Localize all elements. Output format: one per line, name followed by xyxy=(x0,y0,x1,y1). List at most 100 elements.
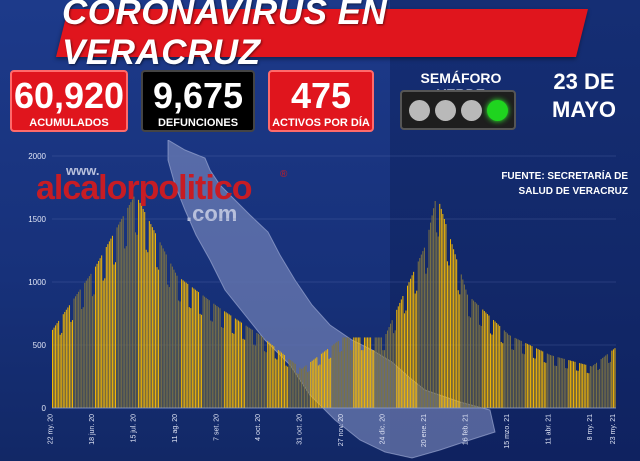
bar xyxy=(130,202,132,408)
veracruz-map-silhouette xyxy=(167,140,496,459)
bar xyxy=(257,333,259,408)
bar xyxy=(273,346,275,408)
active-cases-bar-chart: 0 500 1000 1500 2000 22 my. 20 18 jun. 20 15 ju… xyxy=(28,152,617,449)
bar xyxy=(308,371,310,408)
x-tick-label: 18 jun. 20 xyxy=(89,414,96,445)
bar xyxy=(354,337,356,408)
bar xyxy=(165,254,167,408)
bar xyxy=(611,350,613,408)
bar xyxy=(230,315,232,408)
bar xyxy=(81,309,83,408)
bar xyxy=(609,361,611,408)
bar xyxy=(320,353,322,408)
bar xyxy=(391,320,393,408)
bar xyxy=(479,324,481,408)
bar xyxy=(299,367,301,408)
bar xyxy=(93,294,95,408)
bar xyxy=(52,329,53,408)
bar xyxy=(247,326,249,408)
bar xyxy=(297,373,299,408)
bar xyxy=(98,261,100,408)
bar xyxy=(274,358,276,408)
y-tick-label: 0 xyxy=(42,404,47,413)
bar xyxy=(363,337,365,408)
bar xyxy=(443,219,445,408)
x-tick-label: 31 oct. 20 xyxy=(297,414,304,445)
stat-defunciones-label: DEFUNCIONES xyxy=(157,117,239,129)
bar xyxy=(197,292,199,408)
bar xyxy=(480,326,482,408)
bar xyxy=(208,300,210,408)
bar xyxy=(141,205,143,408)
bar xyxy=(178,300,180,408)
bar xyxy=(565,368,567,408)
bar xyxy=(396,309,398,408)
bar xyxy=(65,309,67,408)
bar xyxy=(594,363,596,408)
bar xyxy=(431,215,433,408)
bar xyxy=(586,372,588,408)
bar xyxy=(407,285,408,408)
bar xyxy=(446,261,448,408)
bar xyxy=(202,295,204,408)
bar xyxy=(164,251,166,408)
bar xyxy=(285,365,287,408)
bar xyxy=(588,373,590,408)
bar xyxy=(56,323,58,408)
bar xyxy=(485,312,487,408)
bar xyxy=(562,358,564,408)
bar xyxy=(511,349,513,408)
bar xyxy=(470,317,472,408)
bar xyxy=(473,300,475,408)
bar xyxy=(414,293,416,408)
bar xyxy=(294,363,296,408)
x-tick-label: 16 feb. 21 xyxy=(462,414,469,445)
bar xyxy=(589,366,591,408)
bar xyxy=(250,328,252,408)
bar xyxy=(574,361,576,408)
bar xyxy=(61,332,63,408)
bar xyxy=(73,298,75,408)
watermark-www: www. xyxy=(66,163,100,178)
bar xyxy=(551,355,553,408)
bar xyxy=(566,368,568,408)
bar xyxy=(528,344,530,408)
bar xyxy=(520,340,522,408)
bar xyxy=(400,299,402,408)
bar xyxy=(239,321,241,408)
bar xyxy=(605,355,607,408)
bar xyxy=(508,334,510,408)
bar xyxy=(542,351,544,408)
bar xyxy=(383,350,385,408)
bar xyxy=(233,333,235,408)
bar xyxy=(245,325,247,408)
bar xyxy=(382,350,384,408)
bar xyxy=(147,252,149,408)
bar xyxy=(516,338,518,408)
report-date-day: 23 DE xyxy=(553,69,615,94)
bar xyxy=(264,351,266,408)
bar xyxy=(500,341,502,408)
x-tick-label: 24 dic. 20 xyxy=(379,414,386,444)
stat-acumulados: 60,920 ACUMULADOS xyxy=(10,70,128,132)
bar xyxy=(442,213,444,408)
bar xyxy=(191,287,193,408)
bar xyxy=(596,362,598,408)
bar xyxy=(506,333,508,408)
stat-defunciones: 9,675 DEFUNCIONES xyxy=(141,70,255,132)
bar xyxy=(124,248,126,408)
bar xyxy=(119,221,121,408)
bar xyxy=(185,282,187,408)
bar xyxy=(293,362,295,408)
bar xyxy=(107,244,109,408)
bar xyxy=(420,254,422,408)
bar xyxy=(102,280,104,408)
bar xyxy=(90,273,92,408)
bar xyxy=(571,360,573,408)
bar xyxy=(134,232,136,408)
bar xyxy=(426,267,428,408)
bar xyxy=(552,355,554,408)
bar xyxy=(95,266,97,408)
bar xyxy=(419,258,421,408)
stat-activos-label: ACTIVOS POR DÍA xyxy=(272,117,370,129)
